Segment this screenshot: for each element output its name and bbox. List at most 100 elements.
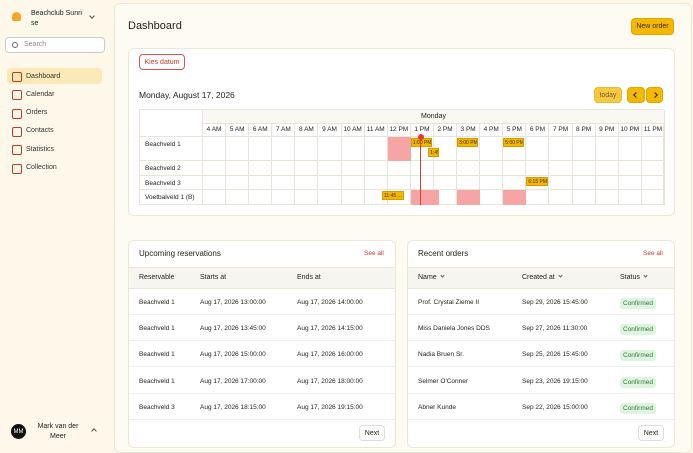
org-name[interactable]: Beachclub Sunrise	[31, 10, 82, 27]
table-row[interactable]	[129, 289, 395, 315]
slot[interactable]	[572, 176, 596, 190]
table-row[interactable]	[408, 394, 674, 420]
reservation[interactable]: 6:15 PM	[526, 177, 549, 186]
column-header[interactable]: Status	[620, 273, 648, 281]
table-row[interactable]	[129, 341, 395, 368]
see-all-link[interactable]: See all	[364, 250, 384, 257]
slot[interactable]	[480, 161, 504, 176]
slot[interactable]	[226, 176, 250, 190]
nav-item[interactable]: Contacts	[7, 123, 102, 139]
slot[interactable]	[341, 137, 365, 161]
slot[interactable]	[526, 176, 550, 190]
slot[interactable]	[341, 176, 365, 190]
nav-item[interactable]: Dashboard	[7, 68, 102, 84]
slot[interactable]	[272, 190, 296, 205]
slot[interactable]	[434, 137, 458, 161]
slot[interactable]	[226, 161, 250, 176]
slot[interactable]	[480, 176, 504, 190]
slot[interactable]	[641, 176, 665, 190]
slot[interactable]	[295, 161, 319, 176]
slot[interactable]	[249, 137, 273, 161]
table-row[interactable]	[129, 315, 395, 342]
next-page-button[interactable]: Next	[638, 425, 664, 441]
nav-item[interactable]: Orders	[7, 105, 102, 121]
slot[interactable]	[295, 176, 319, 190]
slot[interactable]	[618, 190, 642, 205]
slot[interactable]	[572, 190, 596, 205]
user-name[interactable]: Mark van der Meer	[37, 423, 79, 440]
column-header[interactable]: Created at	[522, 273, 563, 281]
next-page-button[interactable]: Next	[359, 425, 385, 441]
reservation[interactable]: 1:45 PM	[428, 148, 439, 157]
slot[interactable]	[318, 161, 342, 176]
slot[interactable]	[641, 161, 665, 176]
slot[interactable]	[226, 190, 250, 205]
slot[interactable]	[272, 176, 296, 190]
slot[interactable]	[295, 190, 319, 205]
slot[interactable]	[364, 176, 388, 190]
slot[interactable]	[410, 161, 434, 176]
table-row[interactable]	[408, 368, 674, 394]
slot[interactable]	[364, 137, 388, 161]
slot[interactable]	[434, 190, 458, 205]
slot[interactable]	[457, 137, 481, 161]
slot[interactable]	[595, 137, 619, 161]
table-row[interactable]	[408, 315, 674, 342]
slot[interactable]	[341, 190, 365, 205]
table-row[interactable]	[408, 341, 674, 368]
slot[interactable]	[226, 137, 250, 161]
table-row[interactable]	[408, 289, 674, 315]
today-button[interactable]: today	[594, 87, 622, 103]
slot[interactable]	[503, 161, 527, 176]
slot[interactable]	[249, 190, 273, 205]
table-row[interactable]	[129, 368, 395, 394]
prev-button[interactable]	[627, 87, 645, 103]
slot[interactable]	[434, 176, 458, 190]
new-order-button[interactable]: New order	[631, 18, 674, 35]
slot[interactable]	[249, 176, 273, 190]
avatar[interactable]: MM	[11, 424, 26, 439]
slot[interactable]	[457, 161, 481, 176]
blocked-slot[interactable]	[410, 190, 439, 205]
slot[interactable]	[595, 190, 619, 205]
slot[interactable]	[318, 137, 342, 161]
column-header[interactable]: Name	[418, 273, 445, 281]
slot[interactable]	[618, 137, 642, 161]
slot[interactable]	[318, 190, 342, 205]
slot[interactable]	[549, 137, 573, 161]
nav-item[interactable]: Calendar	[7, 86, 102, 102]
slot[interactable]	[387, 190, 411, 205]
slot[interactable]	[595, 176, 619, 190]
next-button[interactable]	[646, 87, 663, 103]
slot[interactable]	[341, 161, 365, 176]
nav-item[interactable]: Collection	[7, 160, 102, 176]
user-caret[interactable]	[91, 428, 97, 434]
reservation[interactable]: 5:00 PM	[503, 138, 525, 147]
slot[interactable]	[272, 137, 296, 161]
slot[interactable]	[503, 176, 527, 190]
slot[interactable]	[641, 137, 665, 161]
see-all-link[interactable]: See all	[643, 250, 663, 257]
slot[interactable]	[480, 137, 504, 161]
slot[interactable]	[364, 161, 388, 176]
slot[interactable]	[203, 161, 227, 176]
slot[interactable]	[526, 137, 550, 161]
slot[interactable]	[526, 190, 550, 205]
slot[interactable]	[203, 137, 227, 161]
slot[interactable]	[387, 161, 411, 176]
slot[interactable]	[387, 176, 411, 190]
slot[interactable]	[434, 161, 458, 176]
blocked-slot[interactable]	[457, 190, 481, 205]
slot[interactable]	[410, 176, 434, 190]
nav-item[interactable]: Statistics	[7, 141, 102, 157]
slot[interactable]	[641, 190, 665, 205]
slot[interactable]	[572, 137, 596, 161]
slot[interactable]	[480, 190, 504, 205]
reservation[interactable]: 3:00 PM	[457, 138, 478, 147]
slot[interactable]	[503, 137, 527, 161]
slot[interactable]	[318, 176, 342, 190]
slot[interactable]	[249, 161, 273, 176]
slot[interactable]	[526, 161, 550, 176]
slot[interactable]	[295, 137, 319, 161]
table-row[interactable]	[129, 394, 395, 420]
